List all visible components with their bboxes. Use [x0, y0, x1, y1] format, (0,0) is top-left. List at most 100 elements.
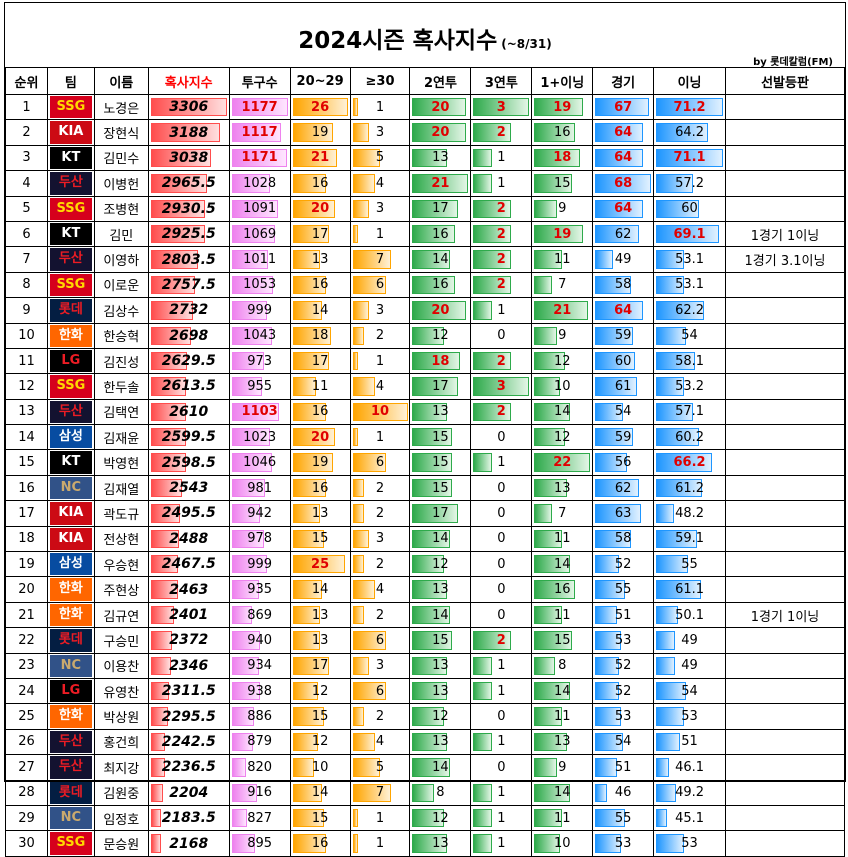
- data-bar: [352, 732, 375, 752]
- data-bar: [412, 504, 458, 523]
- cell-team: 삼성: [46, 551, 95, 578]
- team-badge: 삼성: [49, 426, 92, 449]
- cell-back2: 13: [409, 398, 472, 426]
- data-bar: [656, 453, 713, 472]
- cell-index: 2925.5: [147, 220, 230, 248]
- data-bar: [595, 98, 650, 117]
- cell-games: 64: [592, 144, 655, 172]
- header-rank: 순위: [5, 67, 48, 95]
- data-bar: [352, 681, 386, 701]
- cell-index: 2372: [147, 627, 230, 654]
- cell-back2: 12: [409, 804, 472, 832]
- cell-value: 66.2: [673, 455, 706, 471]
- cell-value: 2: [375, 709, 385, 725]
- team-badge: 두산: [49, 400, 92, 424]
- team-badge: 한화: [49, 603, 92, 627]
- data-bar: [231, 631, 260, 650]
- cell-value: 46: [614, 785, 632, 801]
- cell-team: 삼성: [46, 424, 95, 451]
- cell-back3: 1: [470, 449, 533, 476]
- cell-start: [724, 398, 846, 426]
- data-bar: [150, 224, 205, 244]
- cell-team: NC: [46, 652, 95, 679]
- cell-p2029: 14: [289, 297, 351, 324]
- cell-value: 2: [496, 125, 506, 141]
- cell-value: 2295.5: [161, 708, 216, 725]
- cell-value: 54: [614, 404, 632, 420]
- cell-value: 3: [375, 531, 385, 547]
- data-bar: [534, 199, 558, 218]
- data-bar: [150, 351, 188, 371]
- table-row: 13 두산 김택연 2610 1103 16 10 13 2 14 54 57.1: [5, 398, 846, 426]
- cell-value: 15: [311, 709, 329, 725]
- cell-back3: 1: [470, 170, 533, 197]
- cell-pitches: 827: [228, 804, 291, 832]
- cell-rank: 1: [5, 93, 48, 121]
- cell-innings: 60.2: [653, 424, 726, 451]
- table-row: 18 KIA 전상현 2488 978 15 3 14 0 11 58 59.1: [5, 525, 846, 553]
- data-bar: [292, 275, 327, 295]
- cell-value: 5: [375, 150, 385, 166]
- cell-back3: 3: [470, 93, 533, 121]
- data-bar: [656, 681, 687, 701]
- cell-p2029: 20: [289, 424, 351, 451]
- cell-start: [724, 551, 846, 578]
- cell-value: 4: [375, 582, 385, 598]
- data-bar: [534, 402, 570, 422]
- data-bar: [656, 199, 700, 218]
- cell-value: 2629.5: [161, 353, 216, 370]
- team-badge: 롯데: [49, 629, 92, 652]
- cell-value: 53.2: [675, 378, 705, 394]
- cell-rank: 5: [5, 195, 48, 222]
- cell-value: 10: [553, 378, 571, 394]
- cell-value: 827: [247, 810, 273, 826]
- cell-value: 3: [496, 99, 506, 115]
- cell-games: 52: [592, 551, 655, 578]
- table-row: 21 한화 김규연 2401 869 13 2 14 0 11 51 50.1 1경기 1이닝: [5, 601, 846, 629]
- team-badge: SSG: [49, 197, 92, 220]
- cell-value: 곽도규: [103, 507, 140, 523]
- data-bar: [595, 174, 652, 193]
- cell-value: 0: [497, 328, 506, 344]
- table-row: 3 KT 김민수 3038 1171 21 5 13 1 18 64 71.1: [5, 144, 846, 172]
- cell-name: 김민: [93, 220, 149, 248]
- data-bar: [595, 453, 628, 472]
- cell-value: 2311.5: [161, 683, 216, 700]
- data-bar: [352, 783, 392, 802]
- cell-value: 주현상: [103, 584, 140, 600]
- cell-back2: 14: [409, 601, 472, 629]
- data-bar: [656, 656, 676, 675]
- cell-value: 2488: [169, 530, 209, 547]
- data-bar: [595, 555, 620, 574]
- cell-innings: 49: [653, 652, 726, 679]
- data-bar: [150, 275, 195, 295]
- cell-value: 2401: [169, 607, 209, 623]
- cell-games: 52: [592, 677, 655, 705]
- cell-inn1: 14: [531, 398, 594, 426]
- cell-value: 김규연: [103, 609, 140, 625]
- cell-value: 5: [22, 201, 31, 217]
- credit-text: by 롯데칼럼(FM): [753, 57, 833, 68]
- cell-p30: 3: [349, 297, 411, 324]
- cell-index: 2698: [147, 322, 230, 349]
- data-bar: [412, 478, 453, 498]
- data-bar: [292, 580, 323, 599]
- cell-rank: 10: [5, 322, 48, 349]
- data-bar: [292, 174, 327, 193]
- cell-value: 973: [247, 353, 273, 369]
- cell-value: 53: [681, 836, 698, 852]
- cell-value: 2803.5: [161, 251, 216, 268]
- cell-value: 999: [247, 302, 273, 318]
- data-bar: [412, 681, 448, 701]
- cell-value: 62.2: [675, 302, 705, 318]
- cell-team: 두산: [46, 170, 95, 197]
- cell-name: 홍건희: [93, 728, 149, 756]
- cell-value: 15: [18, 455, 35, 471]
- cell-value: 1043: [243, 328, 277, 344]
- cell-rank: 3: [5, 144, 48, 172]
- cell-value: 999: [247, 556, 273, 572]
- data-bar: [150, 681, 169, 701]
- cell-value: 60: [681, 201, 698, 217]
- table-row: 23 NC 이용찬 2346 934 17 3 13 1 8 52 49: [5, 652, 846, 679]
- cell-value: 13: [311, 632, 329, 648]
